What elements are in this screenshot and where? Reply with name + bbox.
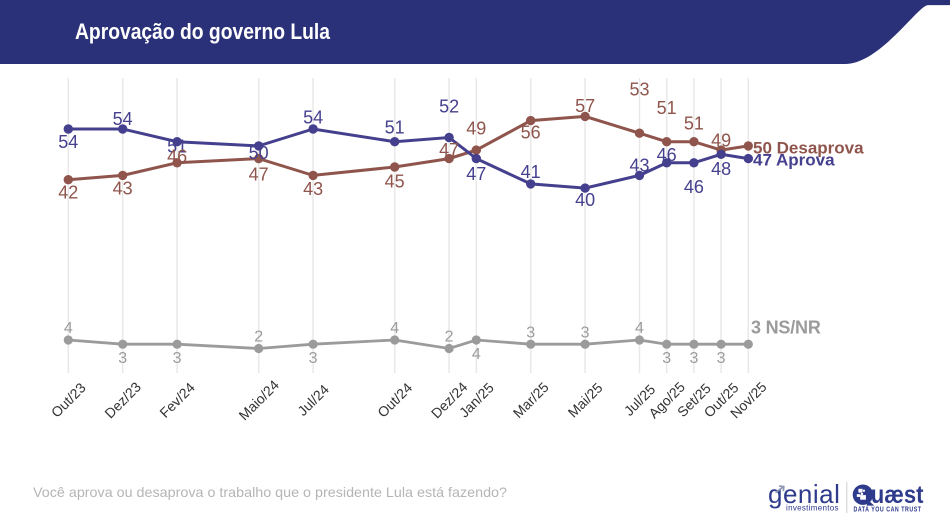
- svg-text:49: 49: [466, 118, 486, 138]
- svg-text:51: 51: [385, 118, 405, 138]
- svg-text:46: 46: [684, 177, 704, 197]
- svg-text:Você aprova ou desaprova o tra: Você aprova ou desaprova o trabalho que …: [33, 484, 507, 500]
- svg-text:49: 49: [711, 131, 731, 151]
- svg-text:43: 43: [629, 155, 649, 175]
- svg-text:47 Aprova: 47 Aprova: [753, 151, 835, 170]
- svg-text:3: 3: [309, 350, 318, 367]
- svg-text:56: 56: [521, 123, 541, 143]
- svg-text:4: 4: [635, 320, 644, 337]
- svg-text:48: 48: [711, 159, 731, 179]
- svg-text:3: 3: [689, 350, 698, 367]
- svg-text:3 NS/NR: 3 NS/NR: [751, 318, 821, 338]
- svg-text:46: 46: [657, 145, 677, 165]
- svg-text:54: 54: [303, 108, 323, 128]
- svg-text:53: 53: [629, 80, 649, 100]
- svg-text:3: 3: [173, 350, 182, 367]
- svg-text:3: 3: [717, 350, 726, 367]
- svg-text:4: 4: [390, 320, 399, 337]
- svg-text:57: 57: [575, 96, 595, 116]
- svg-text:42: 42: [58, 183, 78, 203]
- svg-text:43: 43: [113, 179, 133, 199]
- svg-text:investimentos: investimentos: [786, 504, 839, 513]
- svg-text:43: 43: [303, 179, 323, 199]
- svg-text:51: 51: [657, 98, 677, 118]
- svg-text:52: 52: [439, 97, 459, 117]
- svg-text:51: 51: [167, 137, 187, 157]
- svg-text:47: 47: [439, 140, 459, 160]
- svg-text:3: 3: [118, 350, 127, 367]
- svg-text:46: 46: [167, 146, 187, 166]
- svg-text:4: 4: [472, 346, 481, 363]
- svg-text:uæst: uæst: [871, 481, 924, 509]
- svg-text:DATA YOU CAN TRUST: DATA YOU CAN TRUST: [854, 505, 922, 514]
- svg-text:3: 3: [526, 324, 535, 341]
- svg-text:54: 54: [113, 109, 133, 129]
- svg-text:Aprovação do governo Lula: Aprovação do governo Lula: [75, 19, 331, 44]
- svg-text:51: 51: [684, 114, 704, 134]
- svg-text:47: 47: [466, 164, 486, 184]
- svg-text:54: 54: [58, 132, 78, 152]
- svg-text:4: 4: [64, 320, 73, 337]
- svg-text:50 Desaprova: 50 Desaprova: [753, 139, 864, 158]
- svg-text:2: 2: [254, 329, 263, 346]
- svg-text:45: 45: [385, 172, 405, 192]
- svg-text:3: 3: [581, 324, 590, 341]
- svg-text:41: 41: [521, 162, 541, 182]
- svg-text:47: 47: [249, 165, 269, 185]
- svg-text:50: 50: [249, 143, 269, 163]
- svg-text:40: 40: [575, 190, 595, 210]
- svg-text:2: 2: [445, 329, 454, 346]
- svg-text:genial: genial: [768, 479, 840, 509]
- svg-text:3: 3: [662, 350, 671, 367]
